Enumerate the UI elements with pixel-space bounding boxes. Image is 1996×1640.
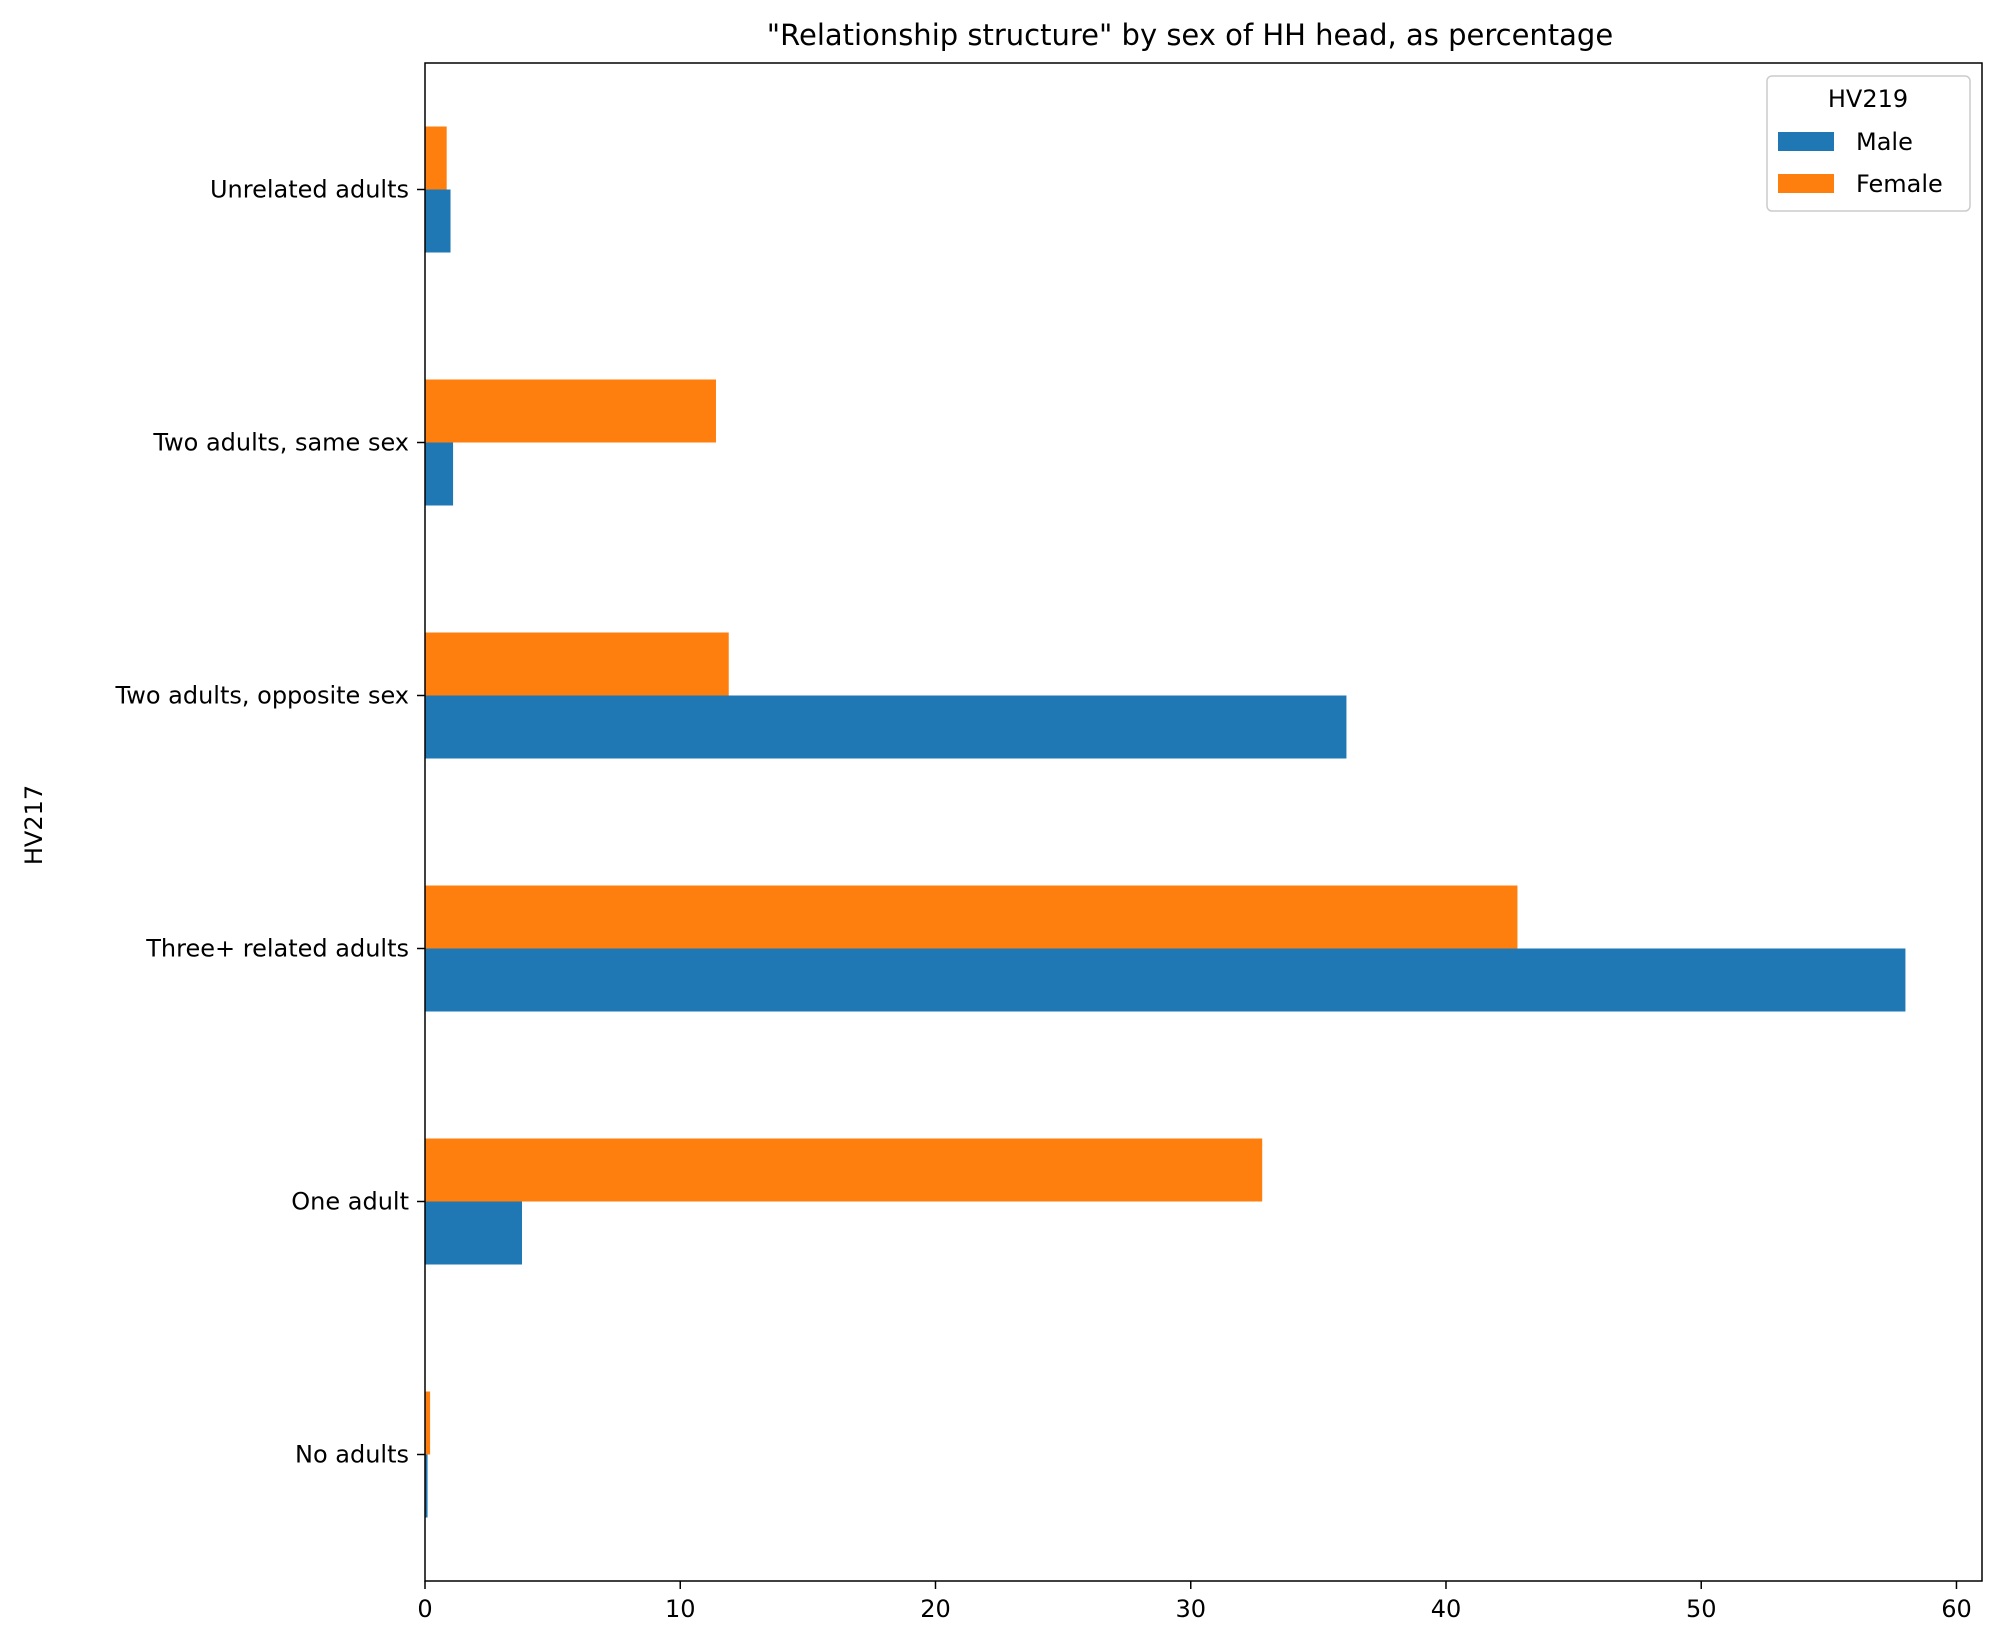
- chart-title: "Relationship structure" by sex of HH he…: [767, 18, 1613, 52]
- y-tick-label: Two adults, opposite sex: [115, 682, 409, 710]
- legend-entries: Male Female: [1778, 128, 1943, 198]
- x-tick-label: 60: [1941, 1595, 1972, 1623]
- y-tick-label: Three+ related adults: [145, 935, 409, 963]
- bar-male-3: [425, 695, 1347, 759]
- legend-label-female: Female: [1856, 170, 1943, 198]
- x-tick-label: 20: [920, 1595, 951, 1623]
- x-tick-label: 0: [417, 1595, 432, 1623]
- y-tick-label: One adult: [291, 1188, 409, 1216]
- y-axis-label: HV217: [20, 785, 48, 865]
- legend-label-male: Male: [1856, 128, 1913, 156]
- bar-male-2: [425, 948, 1906, 1012]
- x-tick-label: 50: [1686, 1595, 1717, 1623]
- bars-group: [425, 126, 1906, 1518]
- legend: HV219 Male Female: [1766, 75, 1971, 212]
- bar-male-0: [425, 1454, 428, 1518]
- bar-female-2: [425, 885, 1518, 949]
- bar-female-4: [425, 379, 716, 443]
- legend-swatch-male: [1778, 132, 1834, 151]
- bar-male-1: [425, 1201, 522, 1265]
- bar-female-5: [425, 126, 447, 190]
- y-ticks-group: No adults One adult Three+ related adults T…: [115, 176, 425, 1469]
- y-tick-label: No adults: [295, 1441, 409, 1469]
- plot-frame: [424, 62, 1983, 1582]
- bar-female-1: [425, 1138, 1263, 1202]
- x-ticks-group: 0 10 20 30 40 50 60: [417, 1581, 1972, 1623]
- x-tick-label: 30: [1175, 1595, 1206, 1623]
- bar-female-3: [425, 632, 729, 696]
- bar-male-5: [425, 189, 451, 253]
- legend-swatch-female: [1778, 174, 1834, 193]
- x-tick-label: 10: [665, 1595, 696, 1623]
- y-tick-label: Two adults, same sex: [152, 429, 409, 457]
- x-tick-label: 40: [1431, 1595, 1462, 1623]
- legend-title: HV219: [1828, 85, 1908, 113]
- y-tick-label: Unrelated adults: [210, 176, 409, 204]
- bar-female-0: [425, 1391, 431, 1455]
- bar-male-4: [425, 442, 454, 506]
